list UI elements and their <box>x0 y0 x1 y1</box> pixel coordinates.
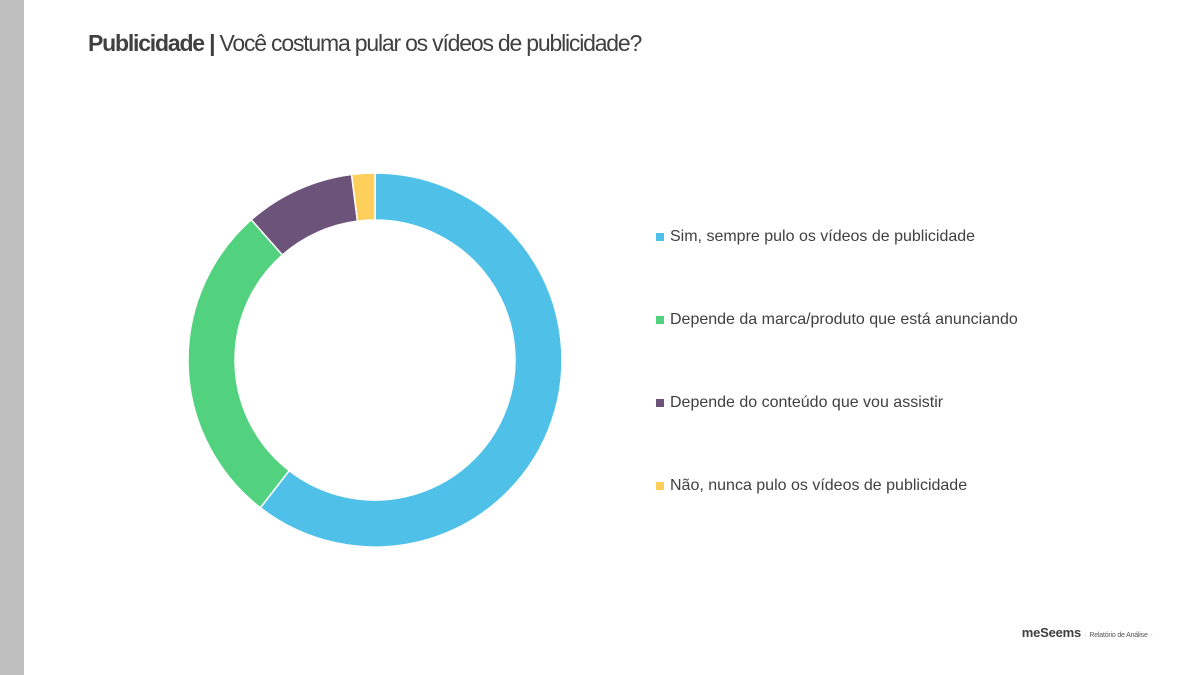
footer-trailing-separator: · <box>1151 632 1153 639</box>
legend-label-1: Sim, sempre pulo os vídeos de publicidad… <box>670 228 975 246</box>
legend-swatch-2 <box>656 316 664 324</box>
footer-separator: · <box>1084 632 1086 639</box>
footer: meSeems · Relatório de Análise · <box>1022 625 1156 640</box>
legend-label-4: Não, nunca pulo os vídeos de publicidade <box>670 477 967 495</box>
legend-label-3: Depende do conteúdo que vou assistir <box>670 394 943 412</box>
legend-item-1: Sim, sempre pulo os vídeos de publicidad… <box>656 228 975 246</box>
donut-slice-2 <box>188 220 289 508</box>
legend-swatch-4 <box>656 482 664 490</box>
legend-label-2: Depende da marca/produto que está anunci… <box>670 311 1018 329</box>
legend-item-3: Depende do conteúdo que vou assistir <box>656 394 943 412</box>
legend-swatch-1 <box>656 233 664 241</box>
brand-logo: meSeems <box>1022 625 1081 640</box>
legend-swatch-3 <box>656 399 664 407</box>
page-title-bold: Publicidade | <box>88 30 214 56</box>
legend-item-2: Depende da marca/produto que está anunci… <box>656 311 1018 329</box>
page-title-question: Você costuma pular os vídeos de publicid… <box>214 30 641 56</box>
donut-chart <box>170 150 590 570</box>
footer-report-label: Relatório de Análise <box>1089 632 1147 639</box>
page-title: Publicidade | Você costuma pular os víde… <box>88 30 641 57</box>
legend-item-4: Não, nunca pulo os vídeos de publicidade <box>656 477 967 495</box>
left-sidebar-strip <box>0 0 24 675</box>
